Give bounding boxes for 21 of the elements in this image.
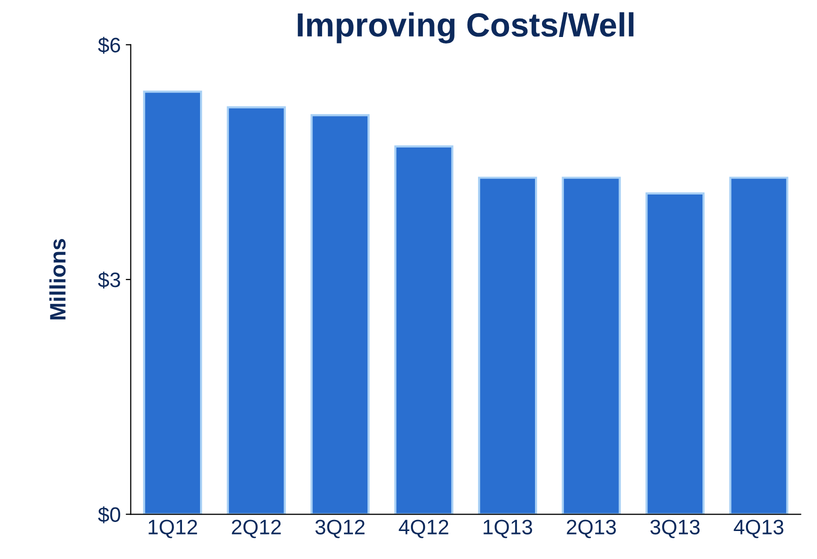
- x-tick-label: 3Q13: [650, 520, 700, 538]
- y-tick-label: $3: [98, 272, 120, 288]
- y-tick-label: $6: [98, 36, 120, 54]
- x-tick-label: 2Q12: [232, 520, 281, 538]
- x-tick-label: 4Q13: [734, 520, 784, 538]
- bar: [143, 90, 202, 514]
- y-tick-label: $0: [98, 506, 120, 524]
- x-tick-label: 4Q12: [398, 520, 448, 538]
- x-tick-label: 2Q13: [566, 520, 616, 538]
- x-tick-label: 3Q12: [315, 520, 365, 538]
- bar: [226, 106, 286, 514]
- y-axis-title: Millions: [49, 239, 66, 320]
- bar: [646, 192, 705, 514]
- bar: [310, 114, 370, 514]
- bar: [729, 176, 788, 514]
- x-tick-label: 1Q12: [148, 520, 198, 538]
- bar: [394, 145, 454, 514]
- chart-title: Improving Costs/Well: [298, 12, 634, 44]
- bar: [478, 176, 538, 514]
- x-tick-label: 1Q13: [484, 520, 532, 538]
- bar: [562, 176, 621, 514]
